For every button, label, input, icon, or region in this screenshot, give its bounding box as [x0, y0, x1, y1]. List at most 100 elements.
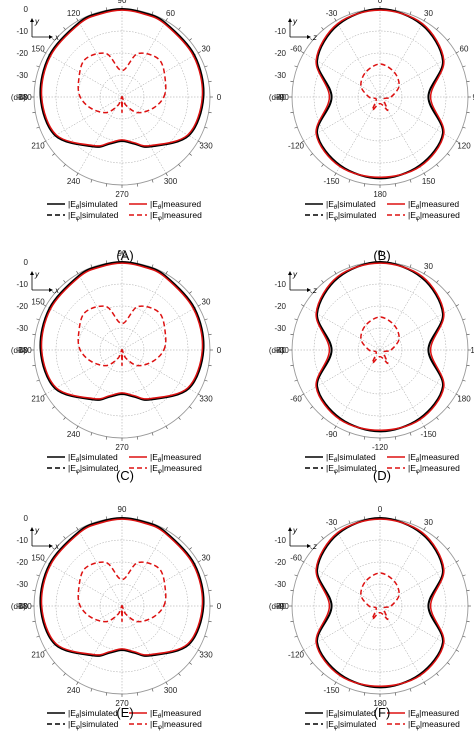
angle-tick-label: 150	[31, 554, 45, 563]
outer-tick	[32, 621, 36, 623]
angle-tick-label: 270	[115, 443, 129, 452]
coord-axis-horizontal-label: z	[312, 33, 317, 42]
grid-spoke	[335, 273, 381, 351]
outer-tick	[447, 406, 450, 409]
coord-axis-horizontal-label: x	[54, 542, 60, 551]
outer-tick	[301, 140, 304, 143]
radial-axis-label: (dB)	[11, 602, 26, 611]
legend-entry: |Eφ|simulated	[326, 719, 377, 731]
angle-tick-label: 90	[118, 505, 127, 514]
outer-tick	[204, 574, 208, 577]
outer-tick	[409, 520, 412, 524]
grid-spoke	[121, 349, 167, 427]
coord-axis-vertical-label: y	[34, 270, 40, 279]
outer-tick	[423, 271, 426, 274]
outer-tick	[334, 682, 337, 685]
outer-tick	[178, 417, 181, 420]
outer-tick	[363, 260, 365, 264]
outer-tick	[348, 520, 351, 524]
angle-tick-label: 240	[67, 686, 81, 695]
angle-tick-label: 0	[378, 505, 383, 514]
angle-tick-label: -120	[288, 142, 305, 151]
outer-tick	[178, 536, 181, 539]
series-line-red-dashed	[360, 63, 400, 112]
grid-spoke	[121, 349, 199, 395]
legend-entry: |Eφ|measured	[408, 719, 460, 731]
radial-tick-label: -30	[16, 324, 28, 333]
radial-tick-label: -20	[274, 302, 286, 311]
grid-spoke	[121, 561, 199, 607]
angle-tick-label: -60	[290, 554, 302, 563]
legend-entry: |Eθ|measured	[408, 708, 459, 720]
outer-tick	[462, 635, 466, 638]
outer-tick	[290, 589, 294, 591]
radial-tick-label: -10	[16, 536, 28, 545]
outer-tick	[189, 662, 192, 665]
outer-tick	[90, 11, 93, 15]
outer-tick	[466, 621, 470, 623]
grid-spoke	[335, 529, 381, 607]
legend-entry: |Eθ|measured	[408, 452, 459, 464]
legend-entry: |Eφ|simulated	[326, 210, 377, 222]
outer-tick	[43, 649, 46, 652]
angle-tick-label: -30	[326, 9, 338, 18]
outer-tick	[76, 173, 79, 176]
angle-tick-label: -30	[326, 518, 338, 527]
outer-tick	[52, 153, 55, 156]
outer-tick	[198, 649, 201, 652]
outer-tick	[363, 436, 365, 440]
outer-tick	[63, 164, 66, 167]
outer-tick	[321, 27, 324, 30]
outer-tick	[52, 662, 55, 665]
outer-tick	[137, 7, 139, 11]
radial-tick-label: -20	[16, 558, 28, 567]
angle-tick-label: 180	[18, 602, 32, 611]
outer-tick	[208, 589, 212, 591]
outer-tick	[456, 140, 459, 143]
grid-spoke	[335, 96, 381, 174]
outer-tick	[151, 432, 154, 436]
outer-tick	[294, 574, 298, 577]
outer-tick	[348, 432, 351, 436]
outer-tick	[76, 271, 79, 274]
coord-axis-vertical-label: y	[292, 270, 298, 279]
series-line-red-dashed	[360, 316, 400, 365]
outer-tick	[409, 432, 412, 436]
radial-tick-label: -40	[16, 346, 28, 355]
angle-tick-label: 270	[115, 190, 129, 199]
grid-spoke	[379, 605, 457, 651]
outer-tick	[105, 436, 107, 440]
coord-arrow-up	[30, 527, 34, 531]
outer-tick	[363, 516, 365, 520]
coord-arrow-up	[30, 271, 34, 275]
outer-tick	[301, 393, 304, 396]
outer-tick	[105, 516, 107, 520]
outer-tick	[52, 406, 55, 409]
outer-tick	[363, 183, 365, 187]
grid-spoke	[335, 20, 381, 98]
angle-tick-label: 0	[217, 602, 222, 611]
panel-label: (F)	[374, 705, 391, 720]
angle-tick-label: -120	[372, 443, 389, 452]
outer-tick	[447, 291, 450, 294]
outer-tick	[334, 527, 337, 530]
outer-tick	[204, 126, 208, 129]
outer-tick	[348, 179, 351, 183]
outer-tick	[436, 536, 439, 539]
outer-tick	[334, 18, 337, 21]
outer-tick	[301, 560, 304, 563]
outer-tick	[76, 527, 79, 530]
outer-tick	[105, 692, 107, 696]
outer-tick	[76, 426, 79, 429]
radial-tick-label: -40	[274, 602, 286, 611]
angle-tick-label: 0	[217, 93, 222, 102]
legend-entry: |Eφ|measured	[408, 463, 460, 475]
angle-tick-label: 30	[202, 554, 211, 563]
outer-tick	[36, 574, 40, 577]
outer-tick	[462, 379, 466, 382]
outer-tick	[409, 264, 412, 268]
outer-tick	[456, 560, 459, 563]
legend-entry: |Eφ|measured	[408, 210, 460, 222]
radial-tick-label: 0	[24, 258, 29, 267]
grid-spoke	[45, 96, 123, 142]
